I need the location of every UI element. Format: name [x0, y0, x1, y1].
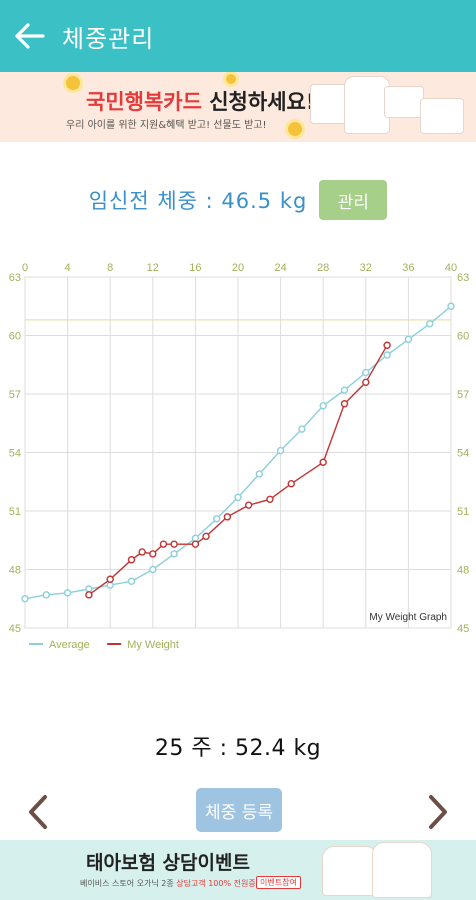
data-point: [383, 351, 391, 359]
data-point: [159, 540, 168, 548]
data-point: [170, 540, 178, 548]
data-point: [447, 302, 455, 310]
chevron-left-icon: [29, 795, 47, 829]
y-tick-label-left: 63: [9, 272, 21, 284]
data-point: [426, 320, 434, 328]
data-point: [85, 591, 93, 599]
data-point: [149, 565, 157, 574]
y-tick-label-left: 51: [9, 506, 21, 518]
x-tick-label: 0: [22, 262, 28, 274]
ad-headline: 태아보험 상담이벤트: [86, 852, 250, 874]
data-point: [170, 550, 178, 558]
x-tick-label: 8: [107, 262, 113, 274]
app-bar: 체중관리: [0, 0, 476, 72]
data-point: [202, 532, 210, 541]
y-tick-label-right: 60: [457, 331, 469, 343]
baby-clothes-image: [344, 76, 390, 134]
data-point: [223, 513, 232, 521]
data-point: [244, 501, 253, 509]
data-point: [266, 495, 274, 504]
chart-watermark: My Weight Graph: [369, 612, 447, 623]
data-point: [340, 400, 349, 408]
y-tick-label-right: 45: [457, 623, 469, 635]
ad-subtext: 우리 아이를 위한 지원&혜택 받고! 선물도 받고!: [66, 120, 267, 131]
ad-banner-insurance[interactable]: 태아보험 상담이벤트 베이비스 스토어 오가닉 2종 상담고객 100% 전원증…: [0, 840, 476, 900]
y-tick-label-left: 57: [9, 389, 21, 401]
data-point: [42, 591, 50, 599]
data-point: [63, 589, 72, 597]
y-tick-label-left: 45: [9, 623, 21, 635]
data-point: [276, 446, 285, 455]
y-tick-label-right: 48: [457, 565, 469, 577]
data-point: [404, 335, 413, 344]
data-point: [212, 515, 221, 523]
data-point: [298, 425, 306, 433]
data-point: [362, 368, 370, 377]
legend-label: Average: [49, 639, 90, 651]
gift-box-image: [420, 98, 464, 134]
data-point: [319, 401, 327, 410]
data-point: [191, 534, 200, 542]
next-week-button[interactable]: [418, 790, 458, 834]
back-button[interactable]: [0, 0, 60, 72]
manage-button[interactable]: 관리: [319, 180, 388, 220]
y-tick-label-right: 54: [457, 448, 469, 460]
data-point: [21, 595, 29, 603]
x-tick-label: 32: [360, 262, 372, 274]
x-tick-label: 24: [274, 262, 286, 274]
register-weight-button[interactable]: 체중 등록: [196, 788, 282, 832]
ad-headline: 국민행복카드 신청하세요!: [86, 90, 316, 114]
y-tick-label-left: 48: [9, 565, 21, 577]
current-week-weight: 25 주 : 52.4 kg: [154, 736, 322, 761]
pre-pregnancy-weight-row: 임신전 체중 : 46.5 kg 관리: [0, 178, 476, 222]
x-tick-label: 16: [189, 262, 201, 274]
x-tick-label: 12: [147, 262, 159, 274]
baby-clothes-image: [322, 846, 378, 896]
y-tick-label-left: 60: [9, 331, 21, 343]
pre-pregnancy-weight-label: 임신전 체중 : 46.5 kg: [88, 189, 308, 213]
event-tag: 이벤트참여: [256, 876, 301, 889]
legend-label: My Weight: [127, 639, 179, 651]
data-point: [362, 378, 370, 387]
data-point: [127, 577, 136, 585]
data-point: [383, 341, 391, 349]
x-tick-label: 36: [402, 262, 414, 274]
page-title: 체중관리: [62, 24, 155, 53]
data-point: [340, 386, 349, 394]
previous-week-button[interactable]: [18, 790, 58, 834]
y-tick-label-right: 57: [457, 389, 469, 401]
data-point: [319, 458, 327, 466]
card-image: [384, 86, 424, 118]
flower-icon: [226, 74, 236, 84]
x-tick-label: 20: [232, 262, 244, 274]
data-point: [287, 479, 295, 488]
data-point: [191, 540, 200, 548]
data-point: [106, 581, 114, 589]
flower-icon: [288, 122, 302, 136]
data-point: [106, 575, 114, 583]
data-point: [138, 548, 146, 556]
ad-subtext: 베이비스 스토어 오가닉 2종 상담고객 100% 전원증정!: [80, 879, 267, 888]
chevron-right-icon: [429, 795, 447, 829]
data-point: [255, 470, 263, 478]
flower-icon: [66, 76, 80, 90]
data-point: [127, 556, 136, 564]
data-point: [234, 493, 242, 502]
x-tick-label: 4: [65, 262, 71, 274]
data-point: [85, 585, 93, 593]
arrow-left-icon: [15, 23, 45, 49]
y-tick-label-right: 51: [457, 506, 469, 518]
x-tick-label: 28: [317, 262, 329, 274]
ad-banner-happy-card[interactable]: 국민행복카드 신청하세요! 우리 아이를 위한 지원&혜택 받고! 선물도 받고…: [0, 72, 476, 142]
y-tick-label-left: 54: [9, 448, 21, 460]
data-point: [149, 550, 157, 558]
y-tick-label-right: 63: [457, 272, 469, 284]
baby-clothes-image: [372, 842, 432, 898]
x-tick-label: 40: [445, 262, 457, 274]
